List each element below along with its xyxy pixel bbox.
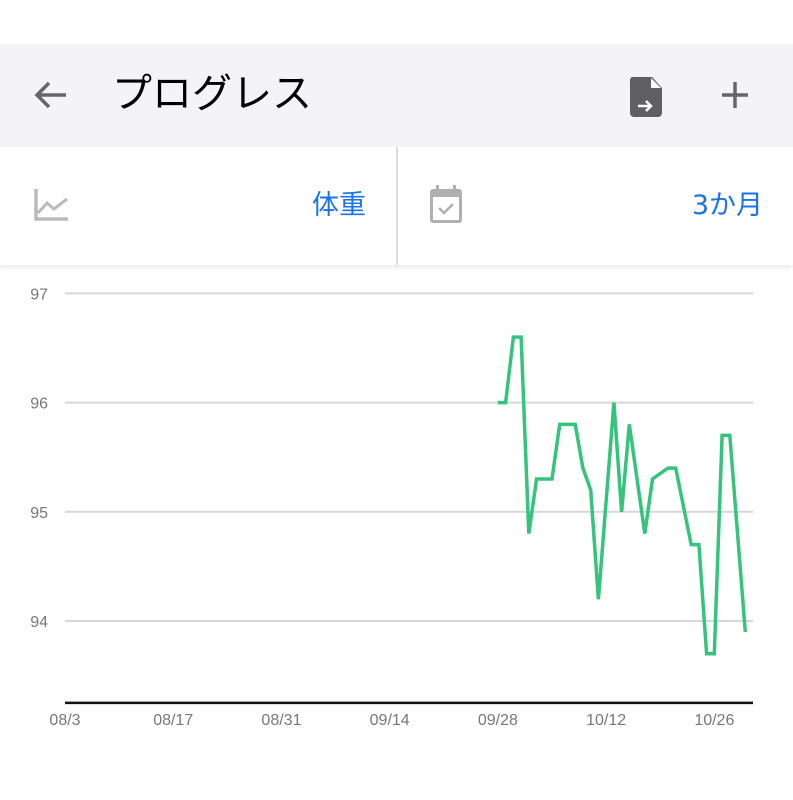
arrow-left-icon[interactable] [30,74,72,116]
x-tick-label: 09/14 [370,712,410,729]
x-tick-label: 08/17 [153,712,193,729]
metric-value: 体重 [312,190,366,221]
app-bar: プログレス [0,44,793,147]
line-chart-icon [34,189,68,221]
y-tick-label: 95 [30,505,48,522]
period-value: 3か月 [691,190,763,221]
x-tick-label: 10/12 [586,712,626,729]
period-selector[interactable]: 3か月 [398,147,793,265]
y-tick-label: 96 [30,396,48,413]
selector-bar: 体重 3か月 [0,147,793,265]
weight-series-line [497,335,748,656]
x-tick-label: 10/26 [694,712,734,729]
x-tick-label: 08/3 [49,712,80,729]
y-tick-label: 94 [30,614,48,631]
weight-line-chart: 94 95 96 97 08/3 08/17 08/31 09/14 09/28 10/12 10/… [30,286,753,729]
x-tick-label: 09/28 [478,712,518,729]
x-tick-label: 08/31 [261,712,301,729]
calendar-check-icon [430,185,462,223]
page-title: プログレス [112,71,312,117]
y-tick-label: 97 [30,286,48,303]
file-export-icon[interactable] [628,77,664,117]
plus-icon[interactable] [716,76,754,114]
metric-selector[interactable]: 体重 [0,147,398,265]
